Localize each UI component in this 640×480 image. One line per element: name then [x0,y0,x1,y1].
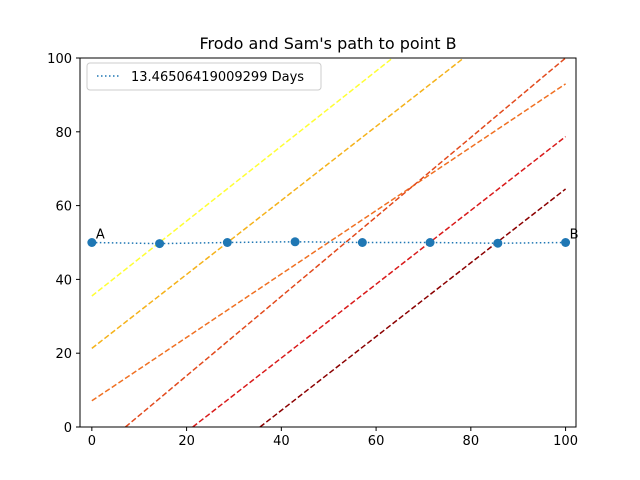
x-tick-label: 20 [178,434,195,449]
chart-title: Frodo and Sam's path to point B [199,34,456,53]
path-point-6 [425,238,435,247]
point-label-a: A [96,228,105,243]
y-tick-label: 80 [55,126,72,141]
path-point-2 [155,239,165,249]
legend: 13.46506419009299 Days [86,62,322,91]
point-label-b: B [570,228,579,243]
plot-content [91,58,567,427]
y-tick-label: 20 [55,347,72,362]
path-point-7 [493,238,503,248]
y-tick-label: 0 [64,421,72,436]
y-tick-label: 40 [55,273,72,288]
legend-box [86,62,322,91]
contour-line-2 [91,58,465,349]
axes-frame [79,57,577,428]
contour-line-6 [259,188,567,427]
path-point-4 [290,237,300,247]
x-tick-label: 100 [553,434,578,449]
y-tick-label: 60 [55,200,72,215]
x-tick-label: 0 [88,434,96,449]
y-tick-label: 100 [47,52,72,67]
path-point-5 [357,238,367,247]
axes: 0 20 40 60 80 100 0 20 40 60 80 100 [47,52,578,449]
contour-line-5 [192,136,567,427]
path-point-1 [87,238,97,247]
x-tick-label: 60 [368,434,385,449]
path-point-8 [561,238,571,247]
path-point-3 [222,238,232,247]
x-tick-label: 40 [273,434,290,449]
x-tick-label: 80 [463,434,480,449]
path-line [91,241,566,245]
legend-label: 13.46506419009299 Days [131,70,304,85]
